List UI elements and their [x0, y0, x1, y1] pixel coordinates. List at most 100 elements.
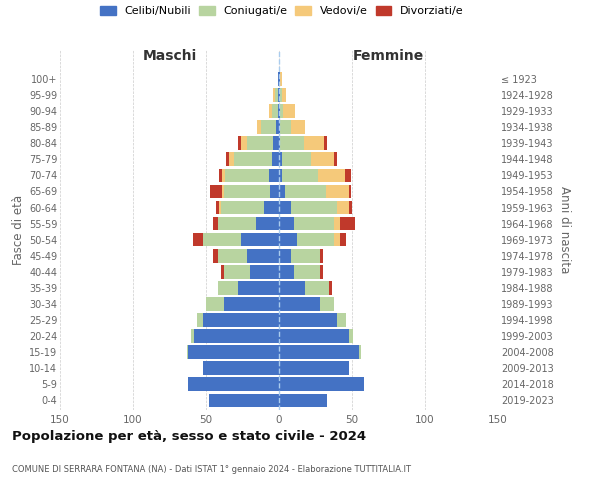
- Bar: [269, 104, 272, 118]
- Bar: [279, 88, 280, 102]
- Bar: [290, 249, 320, 262]
- Bar: [285, 184, 326, 198]
- Bar: [304, 136, 324, 150]
- Bar: [359, 346, 361, 359]
- Text: COMUNE DI SERRARA FONTANA (NA) - Dati ISTAT 1° gennaio 2024 - Elaborazione TUTTI: COMUNE DI SERRARA FONTANA (NA) - Dati IS…: [12, 465, 411, 474]
- Bar: [275, 88, 278, 102]
- Bar: [296, 233, 334, 246]
- Bar: [219, 200, 221, 214]
- Bar: [334, 233, 340, 246]
- Bar: [279, 233, 296, 246]
- Text: Femmine: Femmine: [353, 50, 424, 64]
- Bar: [273, 88, 275, 102]
- Bar: [337, 200, 349, 214]
- Bar: [229, 152, 234, 166]
- Bar: [280, 88, 282, 102]
- Bar: [188, 378, 279, 391]
- Bar: [279, 152, 282, 166]
- Bar: [221, 265, 224, 278]
- Bar: [334, 216, 340, 230]
- Bar: [279, 168, 282, 182]
- Bar: [279, 297, 320, 311]
- Bar: [219, 168, 222, 182]
- Bar: [193, 233, 203, 246]
- Bar: [262, 120, 276, 134]
- Bar: [278, 88, 279, 102]
- Bar: [279, 72, 280, 86]
- Bar: [279, 281, 305, 294]
- Bar: [334, 152, 337, 166]
- Bar: [272, 152, 279, 166]
- Y-axis label: Fasce di età: Fasce di età: [11, 195, 25, 265]
- Bar: [279, 362, 349, 375]
- Bar: [278, 72, 279, 86]
- Bar: [280, 120, 290, 134]
- Bar: [234, 152, 272, 166]
- Bar: [238, 136, 241, 150]
- Bar: [250, 265, 279, 278]
- Bar: [218, 216, 256, 230]
- Bar: [216, 200, 219, 214]
- Bar: [279, 394, 327, 407]
- Bar: [224, 265, 250, 278]
- Bar: [257, 120, 262, 134]
- Bar: [349, 200, 352, 214]
- Bar: [203, 313, 279, 327]
- Bar: [226, 152, 229, 166]
- Bar: [290, 120, 305, 134]
- Bar: [187, 346, 188, 359]
- Bar: [320, 265, 323, 278]
- Bar: [349, 329, 353, 343]
- Bar: [280, 72, 282, 86]
- Bar: [203, 233, 241, 246]
- Bar: [222, 184, 224, 198]
- Bar: [279, 216, 293, 230]
- Bar: [279, 200, 290, 214]
- Bar: [218, 249, 247, 262]
- Bar: [305, 281, 329, 294]
- Bar: [211, 184, 222, 198]
- Bar: [203, 362, 279, 375]
- Bar: [279, 346, 359, 359]
- Bar: [344, 168, 350, 182]
- Bar: [340, 216, 355, 230]
- Legend: Celibi/Nubili, Coniugati/e, Vedovi/e, Divorziati/e: Celibi/Nubili, Coniugati/e, Vedovi/e, Di…: [100, 6, 464, 16]
- Bar: [222, 168, 225, 182]
- Text: Maschi: Maschi: [142, 50, 197, 64]
- Bar: [241, 233, 279, 246]
- Bar: [206, 297, 224, 311]
- Bar: [279, 313, 337, 327]
- Bar: [319, 168, 345, 182]
- Bar: [214, 216, 218, 230]
- Bar: [270, 184, 279, 198]
- Bar: [278, 104, 279, 118]
- Bar: [279, 249, 290, 262]
- Bar: [279, 136, 280, 150]
- Bar: [276, 120, 279, 134]
- Bar: [197, 313, 203, 327]
- Bar: [214, 249, 218, 262]
- Bar: [293, 265, 320, 278]
- Bar: [225, 168, 269, 182]
- Bar: [272, 104, 278, 118]
- Bar: [188, 346, 279, 359]
- Bar: [224, 184, 270, 198]
- Bar: [280, 104, 283, 118]
- Bar: [282, 88, 286, 102]
- Bar: [279, 184, 285, 198]
- Bar: [329, 281, 332, 294]
- Bar: [337, 313, 346, 327]
- Bar: [256, 216, 279, 230]
- Bar: [326, 184, 349, 198]
- Bar: [279, 378, 364, 391]
- Text: Popolazione per età, sesso e stato civile - 2024: Popolazione per età, sesso e stato civil…: [12, 430, 366, 443]
- Bar: [279, 120, 280, 134]
- Bar: [273, 136, 279, 150]
- Bar: [324, 136, 327, 150]
- Bar: [241, 136, 247, 150]
- Bar: [209, 394, 279, 407]
- Bar: [265, 200, 279, 214]
- Bar: [269, 168, 279, 182]
- Bar: [279, 265, 293, 278]
- Bar: [218, 281, 238, 294]
